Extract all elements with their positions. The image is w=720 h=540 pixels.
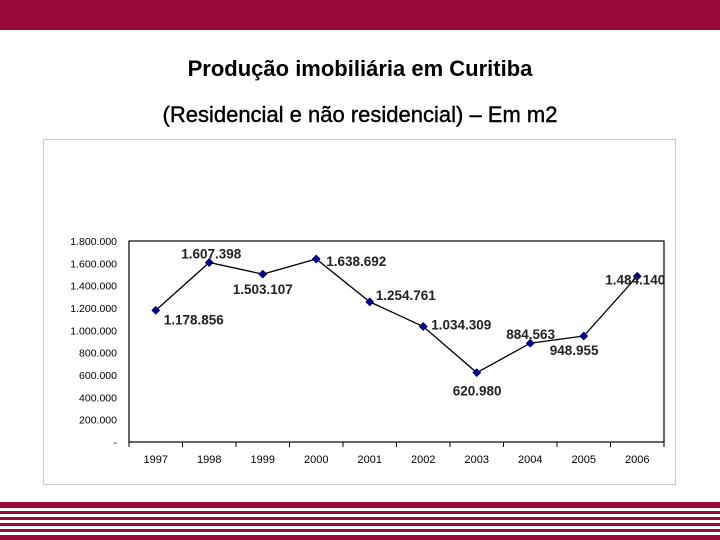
data-point-marker — [365, 297, 375, 307]
data-point-marker — [204, 257, 214, 268]
y-tick-label: 1.000.000 — [70, 325, 117, 337]
x-tick-label: 2000 — [304, 454, 328, 466]
plot-area — [128, 240, 665, 443]
y-tick-label: 1.800.000 — [70, 236, 117, 248]
x-tick-label: 1999 — [251, 454, 275, 466]
x-tick-label: 2005 — [572, 454, 596, 466]
data-point-marker — [472, 368, 482, 378]
y-tick-label: 1.600.000 — [70, 258, 117, 270]
x-tick-label: 2001 — [358, 454, 382, 466]
data-label: 948.955 — [550, 343, 599, 358]
data-point-marker — [579, 331, 589, 341]
data-label: 1.484.140 — [605, 272, 665, 287]
y-tick-label: 800.000 — [79, 348, 117, 360]
data-point-marker — [311, 254, 321, 264]
y-tick-label: 400.000 — [79, 392, 117, 404]
data-markers — [151, 254, 642, 378]
data-label: 1.034.309 — [431, 318, 491, 333]
x-tick-label: 1998 — [197, 454, 221, 466]
x-tick-label: 2003 — [465, 454, 489, 466]
data-point-marker — [418, 321, 428, 332]
y-tick-label: 600.000 — [79, 370, 117, 382]
x-tick-label: 2006 — [625, 454, 649, 466]
data-label: 1.638.692 — [326, 254, 386, 269]
top-accent-band — [0, 0, 720, 30]
data-label: 1.178.856 — [164, 312, 225, 327]
data-labels: 1.178.856 1.607.398 1.503.107 1.638.692 1.25… — [164, 247, 666, 399]
data-label: 1.503.107 — [233, 282, 293, 297]
slide-title: Produção imobiliária em Curitiba — [187, 56, 533, 81]
bottom-stripes — [0, 502, 720, 540]
data-point-marker — [525, 338, 535, 348]
y-tick-label: 1.200.000 — [70, 303, 117, 315]
data-point-marker — [258, 269, 268, 279]
x-tick-label: 1997 — [144, 454, 168, 466]
chart-frame — [43, 139, 676, 485]
x-tick-label: 2002 — [411, 454, 435, 466]
data-point-marker — [151, 305, 161, 315]
slide-subtitle: (Residencial e não residencial) – Em m2 — [162, 102, 558, 127]
data-label: 884.563 — [506, 327, 555, 342]
x-tick-label: 2004 — [518, 454, 542, 466]
y-tick-label: 200.000 — [79, 415, 117, 427]
y-tick-label: - — [114, 437, 118, 449]
data-label: 1.607.398 — [181, 247, 242, 262]
series-line — [155, 258, 638, 374]
data-label: 620.980 — [453, 384, 502, 399]
y-axis-ticks: - 200.000 400.000 600.000 800.000 1.000.000 1.… — [70, 236, 117, 449]
data-label: 1.254.761 — [376, 288, 437, 303]
y-tick-label: 1.400.000 — [70, 281, 117, 293]
data-point-marker — [632, 271, 642, 281]
x-axis-ticks: 1997 1998 1999 2000 2001 2002 2003 2004 2005 2006 — [128, 442, 665, 466]
